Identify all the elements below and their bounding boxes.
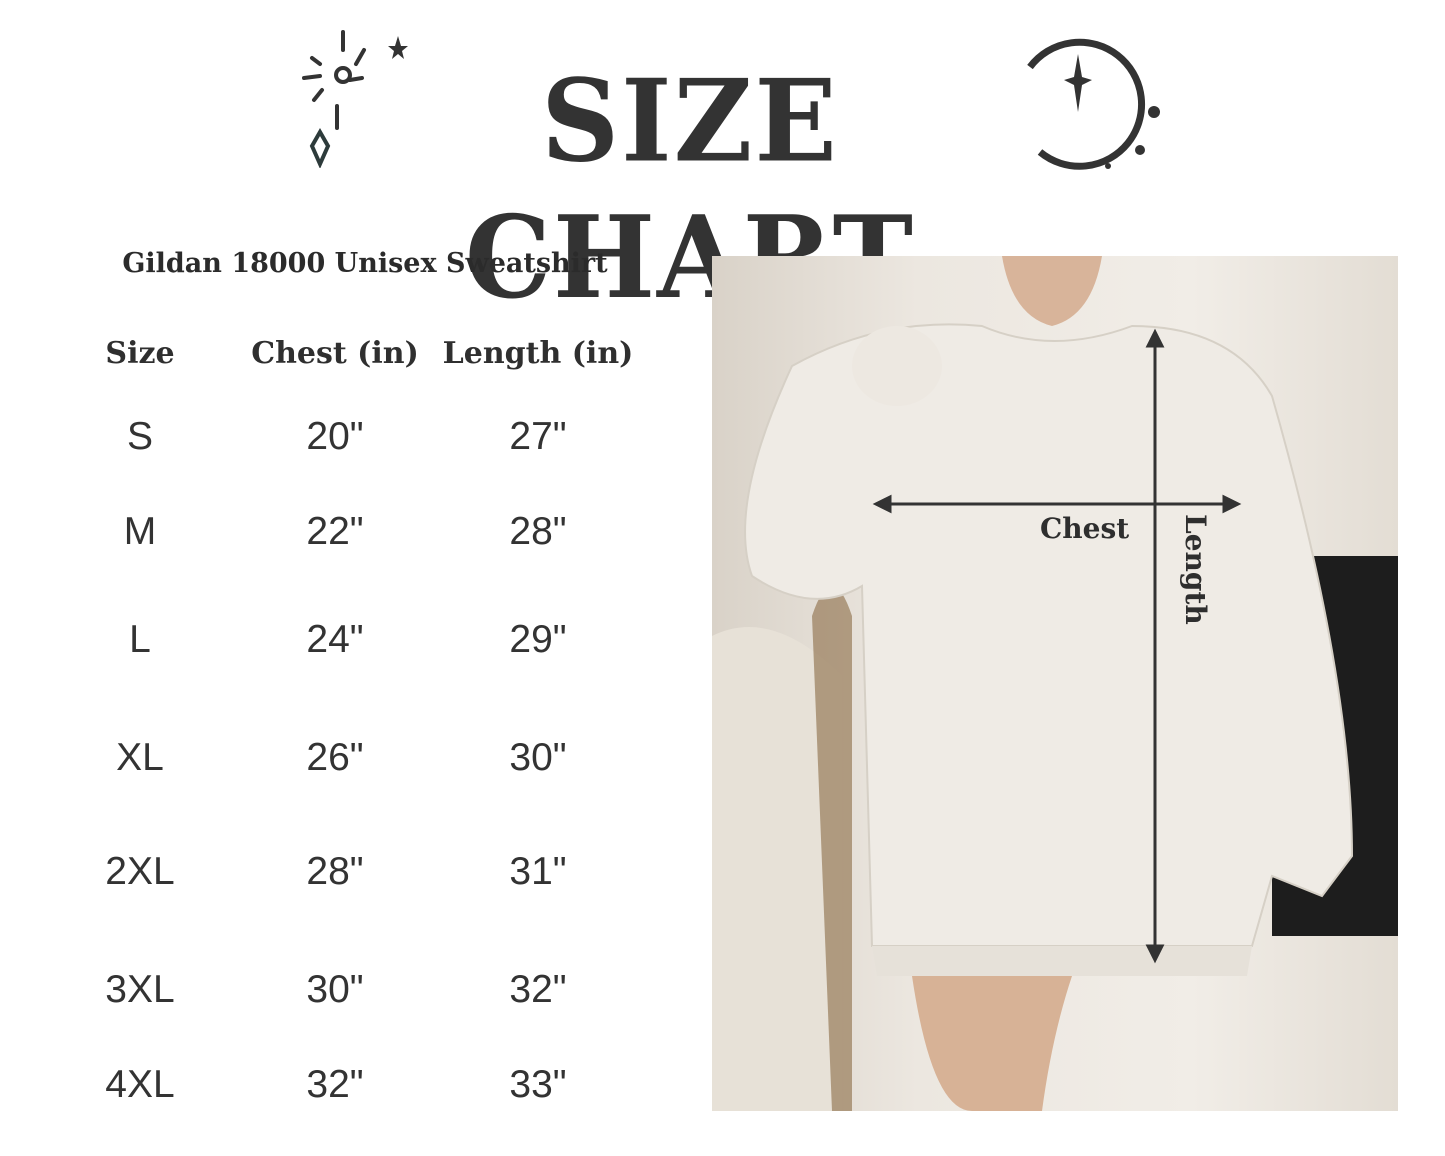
cell-length: 28" [509, 510, 567, 553]
column-header-size: Size [105, 336, 175, 371]
cell-length: 33" [509, 1063, 567, 1106]
cell-chest: 26" [306, 736, 364, 779]
column-header-chest: Chest (in) [251, 336, 419, 371]
model-photo: Chest Length [712, 256, 1398, 1111]
product-name: Gildan 18000 Unisex Sweatshirt [122, 248, 608, 279]
cell-length: 31" [509, 850, 567, 893]
sweatshirt-illustration [712, 256, 1398, 1111]
length-label: Length [1179, 514, 1212, 625]
chest-label: Chest [1040, 512, 1130, 545]
cell-chest: 24" [306, 618, 364, 661]
cell-size: 2XL [105, 850, 175, 893]
cell-length: 30" [509, 736, 567, 779]
page-title: SIZE CHART [464, 55, 915, 325]
cell-length: 29" [509, 618, 567, 661]
cell-size: 4XL [105, 1063, 175, 1106]
cell-chest: 20" [306, 415, 364, 458]
cell-chest: 28" [306, 850, 364, 893]
moon-star-decoration-icon [1027, 38, 1160, 170]
cell-size: M [123, 510, 157, 553]
measurement-arrows [872, 328, 1242, 964]
cell-length: 27" [509, 415, 567, 458]
cell-size: L [129, 618, 151, 661]
sun-star-decoration-icon [302, 30, 408, 168]
cell-size: S [126, 415, 154, 458]
cell-chest: 32" [306, 1063, 364, 1106]
cell-size: XL [116, 736, 164, 779]
cell-length: 32" [509, 968, 567, 1011]
column-header-length: Length (in) [442, 336, 634, 371]
cell-chest: 30" [306, 968, 364, 1011]
cell-size: 3XL [105, 968, 175, 1011]
cell-chest: 22" [306, 510, 364, 553]
